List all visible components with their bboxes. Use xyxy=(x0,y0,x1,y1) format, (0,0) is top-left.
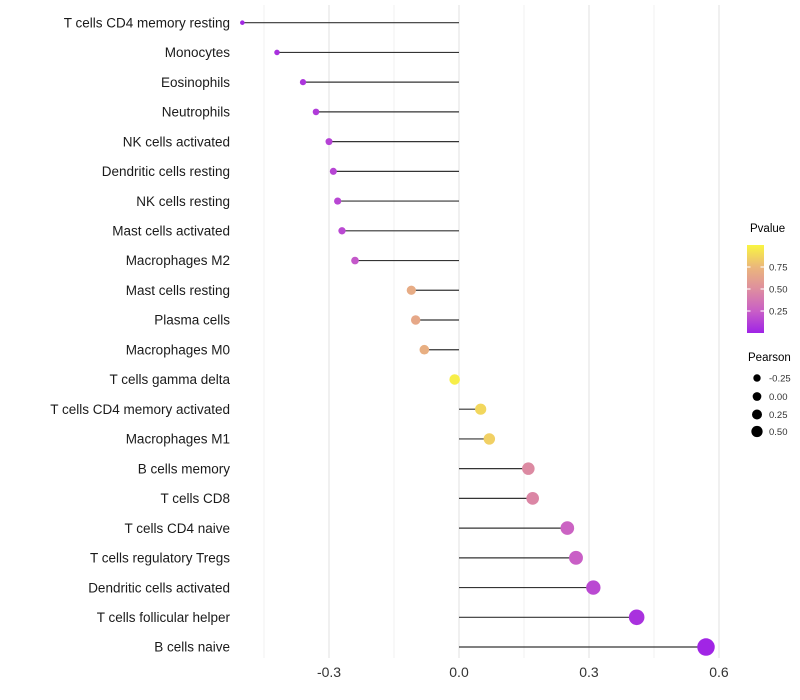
lollipop-point xyxy=(338,227,346,235)
x-axis-tick-label: 0.0 xyxy=(449,664,469,680)
pearson-legend-dot xyxy=(751,425,763,438)
pvalue-tick-label: 0.50 xyxy=(769,284,788,295)
lollipop-point xyxy=(522,462,535,475)
lollipop-point xyxy=(628,609,645,626)
lollipop-point xyxy=(526,492,539,505)
lollipop-point xyxy=(483,433,496,445)
pvalue-colorbar-ticks: 0.75 0.50 0.25 xyxy=(747,262,788,317)
lollipop-point xyxy=(697,638,715,656)
y-axis-label: Macrophages M0 xyxy=(126,342,230,357)
y-axis-label: NK cells activated xyxy=(123,134,230,149)
x-axis-tick-labels: -0.3 0.0 0.3 0.6 xyxy=(317,664,729,680)
y-axis-label: Neutrophils xyxy=(162,105,231,120)
y-axis-label: Dendritic cells activated xyxy=(88,580,230,595)
y-axis-labels: T cells CD4 memory resting Monocytes Eosin… xyxy=(50,15,230,654)
y-axis-label: B cells memory xyxy=(138,461,231,476)
lollipop-point xyxy=(351,256,359,265)
y-axis-label: Mast cells resting xyxy=(126,283,230,298)
y-axis-label: T cells regulatory Tregs xyxy=(90,551,230,566)
y-axis-label: Eosinophils xyxy=(161,75,230,90)
lollipop-point xyxy=(312,108,320,116)
y-axis-label: Macrophages M2 xyxy=(126,253,230,268)
lollipop-stems xyxy=(242,22,706,648)
x-axis-tick-label: 0.3 xyxy=(579,664,599,680)
lollipop-point xyxy=(419,344,430,355)
y-axis-label: Dendritic cells resting xyxy=(102,164,230,179)
lollipop-point xyxy=(274,49,280,56)
lollipop-point xyxy=(560,521,575,535)
gridlines xyxy=(263,5,720,658)
lollipop-point xyxy=(240,20,245,25)
legend-panel: Pvalue 0.75 0.50 0.25 Pearson -0.25 0.00 0.2… xyxy=(747,223,791,438)
lollipop-point xyxy=(329,167,337,175)
pvalue-tick-label: 0.75 xyxy=(769,262,788,273)
lollipop-point xyxy=(475,403,487,415)
lollipop-point xyxy=(586,580,601,595)
y-axis-label: T cells CD4 memory activated xyxy=(50,402,230,417)
lollipop-point xyxy=(449,374,460,385)
pvalue-legend-title: Pvalue xyxy=(750,223,785,235)
y-axis-label: T cells CD4 naive xyxy=(124,521,230,536)
pearson-size-legend: -0.25 0.00 0.25 0.50 xyxy=(751,373,791,438)
pearson-legend-label: 0.00 xyxy=(769,392,788,403)
pearson-legend-dot xyxy=(752,409,762,420)
pearson-legend-label: -0.25 xyxy=(769,373,791,384)
pearson-legend-label: 0.25 xyxy=(769,410,788,421)
x-axis-tick-label: -0.3 xyxy=(317,664,341,680)
y-axis-label: T cells CD8 xyxy=(160,491,230,506)
y-axis-label: Monocytes xyxy=(165,45,231,60)
lollipop-point xyxy=(410,315,421,325)
pearson-legend-dot xyxy=(753,374,761,382)
lollipop-point xyxy=(406,285,416,295)
lollipop-point xyxy=(299,79,307,86)
pvalue-tick-label: 0.25 xyxy=(769,306,788,317)
pearson-legend-title: Pearson xyxy=(748,352,791,364)
pearson-legend-dot xyxy=(752,392,762,401)
lollipop-points xyxy=(240,20,715,656)
pvalue-colorbar xyxy=(747,245,764,333)
y-axis-label: Macrophages M1 xyxy=(126,432,230,447)
y-axis-label: T cells follicular helper xyxy=(97,610,231,625)
y-axis-label: NK cells resting xyxy=(136,194,230,209)
lollipop-point xyxy=(325,138,333,146)
lollipop-point xyxy=(334,197,342,205)
pearson-legend-label: 0.50 xyxy=(769,427,788,438)
y-axis-label: T cells CD4 memory resting xyxy=(64,15,230,30)
y-axis-label: B cells naive xyxy=(154,640,230,655)
y-axis-label: T cells gamma delta xyxy=(109,372,230,387)
lollipop-point xyxy=(569,550,583,565)
y-axis-label: Plasma cells xyxy=(154,313,230,328)
y-axis-label: Mast cells activated xyxy=(112,224,230,239)
x-axis-tick-label: 0.6 xyxy=(709,664,729,680)
